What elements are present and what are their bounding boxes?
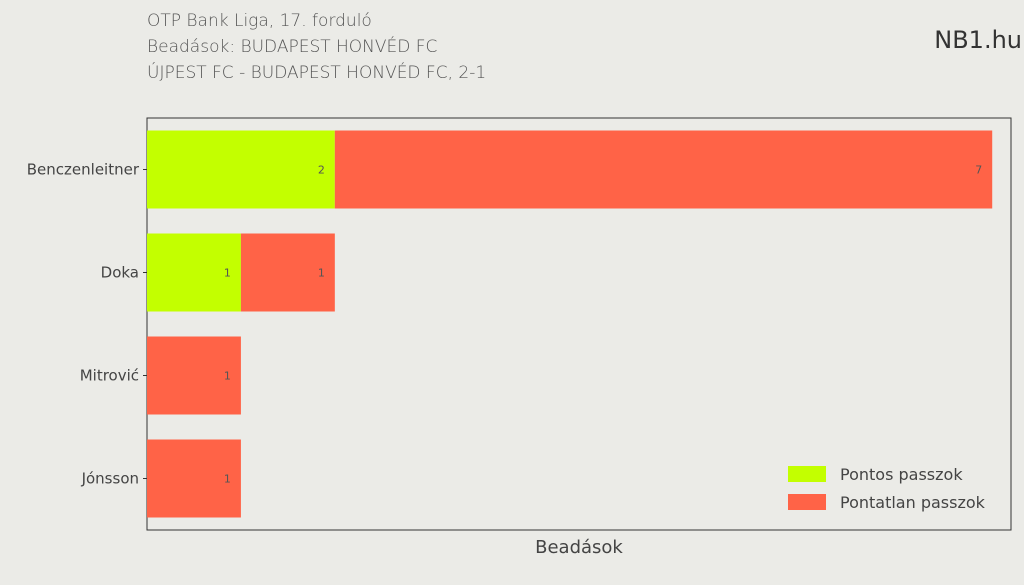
bar-accurate-1 <box>147 233 241 312</box>
chart-subtitle: Beadások: BUDAPEST HONVÉD FC <box>147 37 438 57</box>
data-label: 1 <box>224 370 231 383</box>
bar-inaccurate-2 <box>147 336 241 415</box>
legend-swatch <box>788 466 826 482</box>
bar-inaccurate-1 <box>240 233 335 312</box>
brand-logo-text: NB1.hu <box>934 26 1022 54</box>
data-label: 1 <box>224 473 231 486</box>
title-block: OTP Bank Liga, 17. forduló Beadások: BUD… <box>147 8 486 86</box>
bar-inaccurate-3 <box>147 439 241 518</box>
plot-frame <box>146 117 1012 531</box>
data-label: 2 <box>318 164 325 177</box>
chart-title: OTP Bank Liga, 17. forduló <box>147 11 372 31</box>
y-tick-label: Jónsson <box>81 470 139 488</box>
x-axis-title: Beadások <box>535 537 623 558</box>
legend-label: Pontos passzok <box>840 465 963 484</box>
data-label: 1 <box>224 267 231 280</box>
y-tick-label: Benczenleitner <box>27 161 140 179</box>
data-label: 7 <box>975 164 982 177</box>
data-label: 1 <box>318 267 325 280</box>
bars-group: 2 7 1 1 1 1 <box>147 130 993 518</box>
legend-label: Pontatlan passzok <box>840 493 986 512</box>
legend-swatch <box>788 494 826 510</box>
y-tick-label: Mitrović <box>80 367 139 385</box>
legend: Pontos passzok Pontatlan passzok <box>788 465 986 512</box>
y-axis-labels: Benczenleitner Doka Mitrović Jónsson <box>27 161 147 488</box>
y-tick-label: Doka <box>101 264 139 282</box>
bar-inaccurate-0 <box>334 130 993 209</box>
match-result: ÚJPEST FC - BUDAPEST HONVÉD FC, 2-1 <box>147 63 487 83</box>
bar-accurate-0 <box>147 130 335 209</box>
